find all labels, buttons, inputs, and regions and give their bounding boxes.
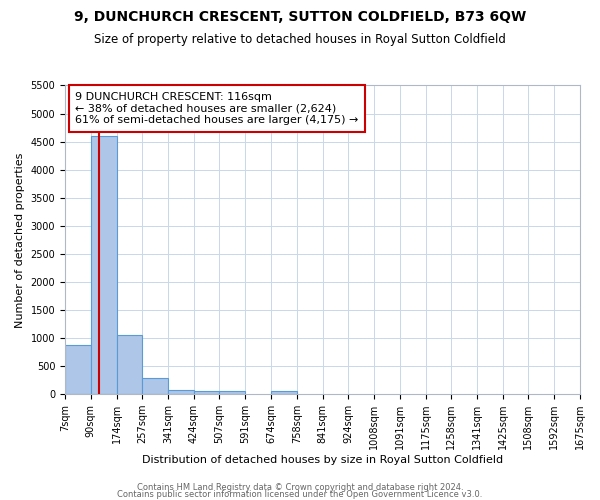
Bar: [65, 345, 91, 394]
Bar: [194, 391, 220, 394]
X-axis label: Distribution of detached houses by size in Royal Sutton Coldfield: Distribution of detached houses by size …: [142, 455, 503, 465]
Text: 9, DUNCHURCH CRESCENT, SUTTON COLDFIELD, B73 6QW: 9, DUNCHURCH CRESCENT, SUTTON COLDFIELD,…: [74, 10, 526, 24]
Text: 9 DUNCHURCH CRESCENT: 116sqm
← 38% of detached houses are smaller (2,624)
61% of: 9 DUNCHURCH CRESCENT: 116sqm ← 38% of de…: [76, 92, 359, 125]
Y-axis label: Number of detached properties: Number of detached properties: [15, 152, 25, 328]
Bar: [116, 336, 142, 394]
Bar: [91, 136, 116, 394]
Bar: [142, 378, 168, 394]
Text: Contains HM Land Registry data © Crown copyright and database right 2024.: Contains HM Land Registry data © Crown c…: [137, 484, 463, 492]
Bar: [220, 391, 245, 394]
Text: Contains public sector information licensed under the Open Government Licence v3: Contains public sector information licen…: [118, 490, 482, 499]
Text: Size of property relative to detached houses in Royal Sutton Coldfield: Size of property relative to detached ho…: [94, 32, 506, 46]
Bar: [168, 390, 194, 394]
Bar: [271, 391, 297, 394]
